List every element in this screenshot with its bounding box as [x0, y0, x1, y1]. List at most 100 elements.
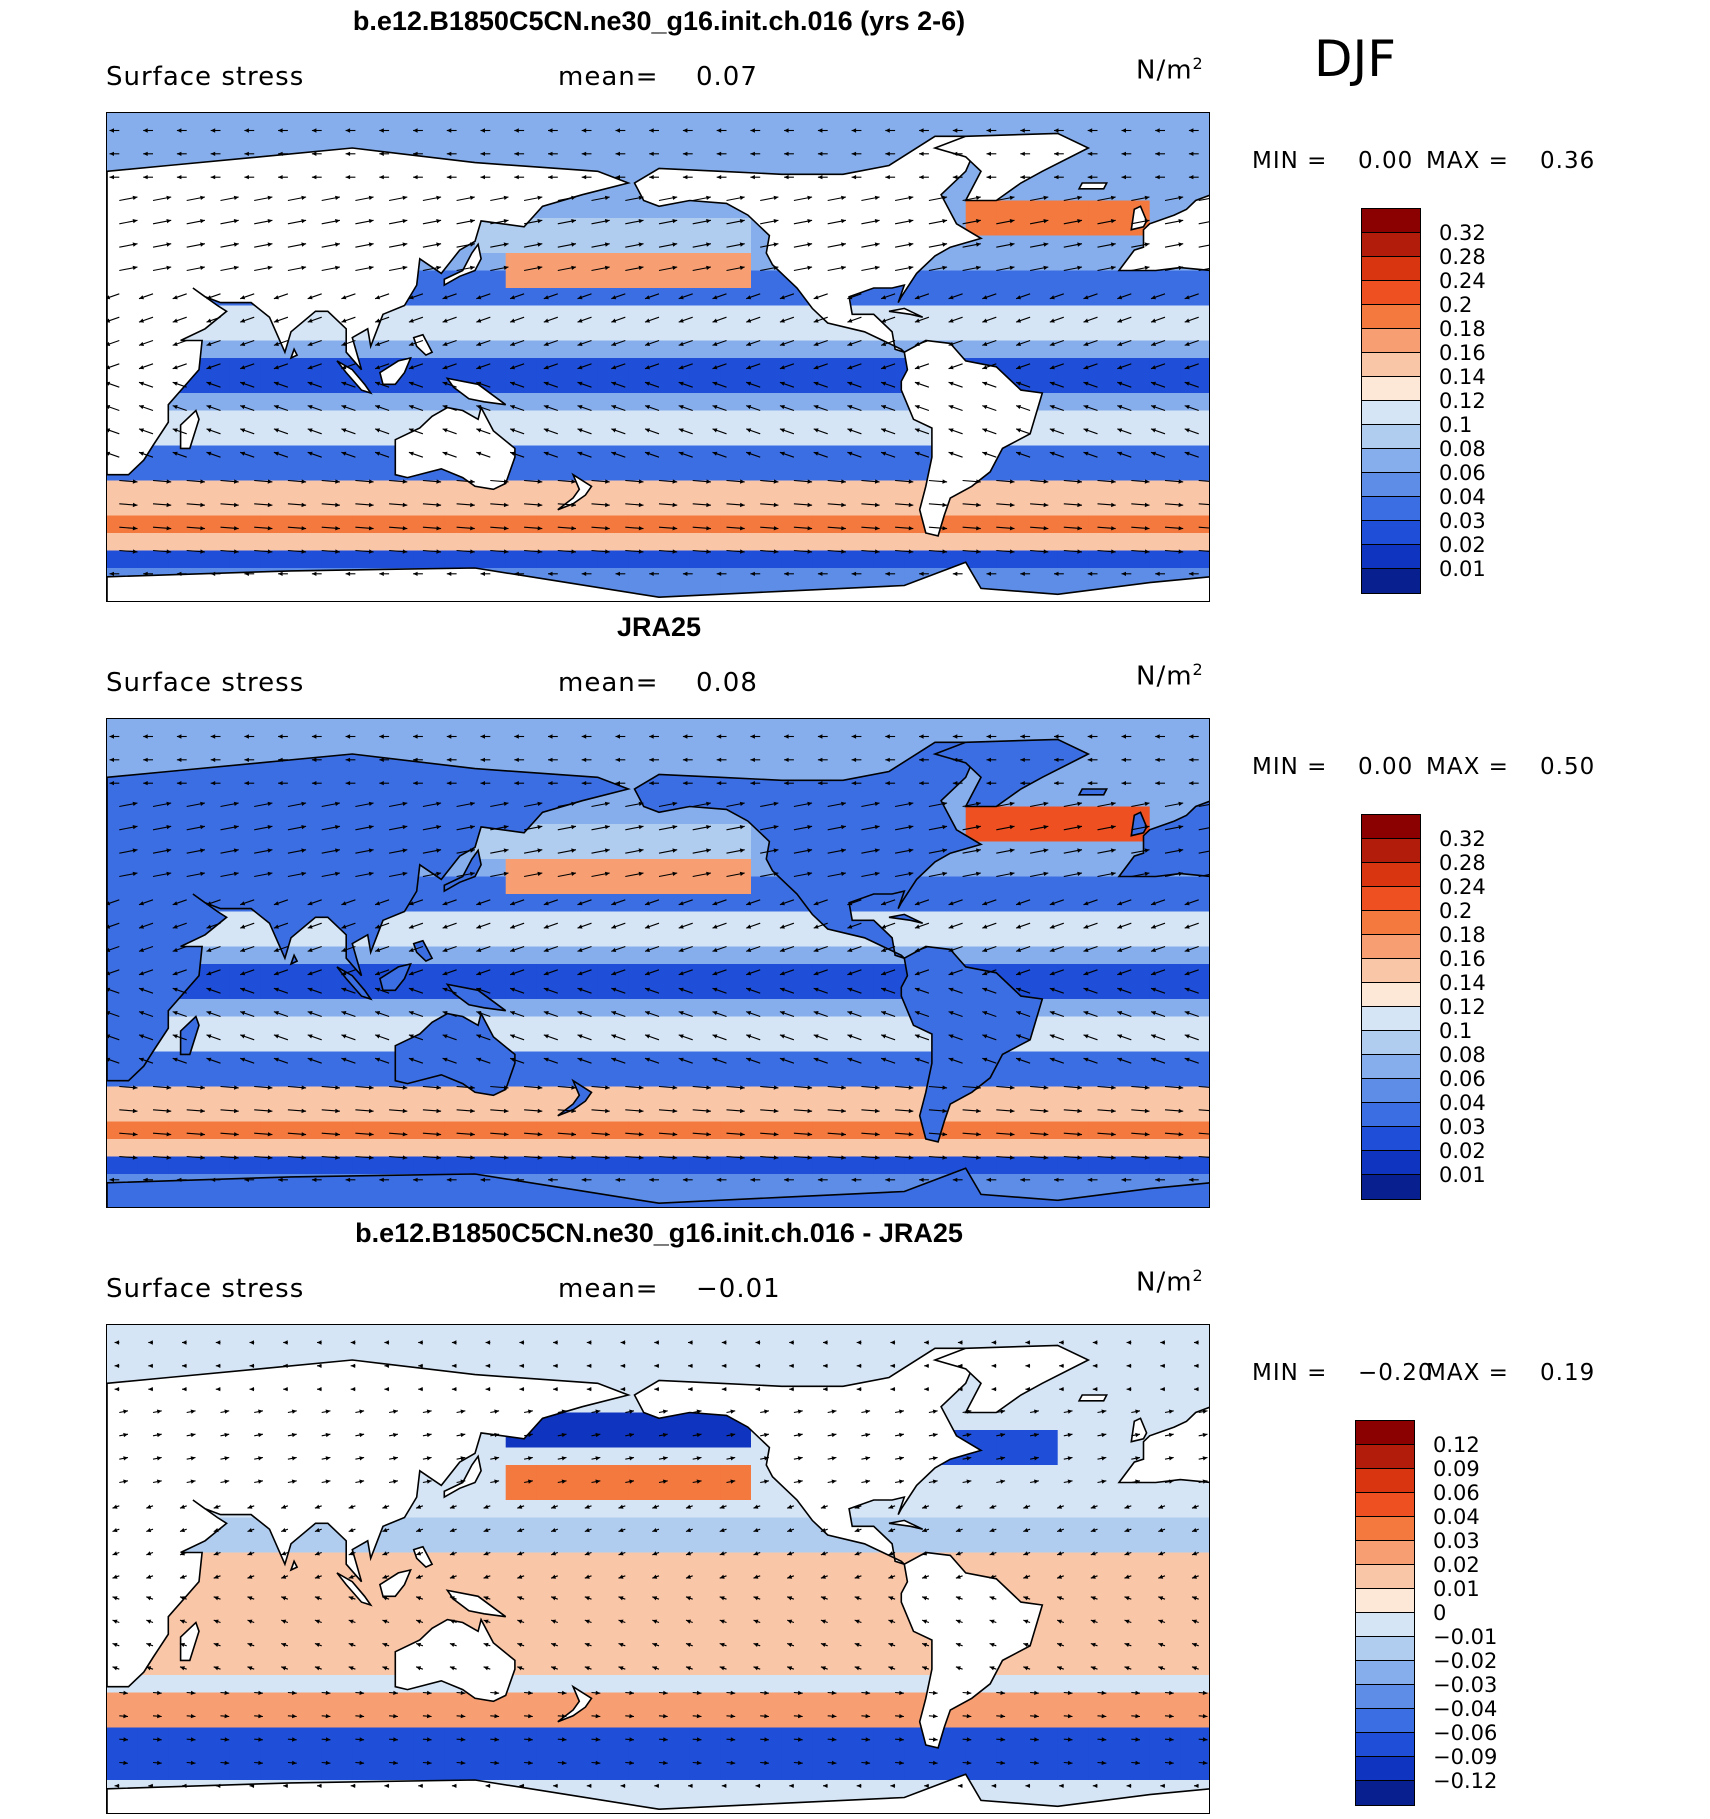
wind-stress-arrow	[449, 1551, 457, 1556]
wind-stress-arrow	[760, 549, 779, 554]
wind-stress-arrow	[374, 405, 390, 412]
field-cell	[199, 1104, 231, 1123]
wind-stress-arrow	[880, 363, 896, 370]
wind-stress-arrow	[311, 734, 322, 739]
field-cell	[996, 498, 1028, 517]
field-cell	[628, 358, 660, 377]
field-cell	[321, 1121, 353, 1140]
wind-stress-arrow	[1126, 1340, 1132, 1345]
field-cell	[628, 1692, 660, 1711]
field-cell	[628, 1640, 660, 1659]
wind-stress-arrow	[172, 1011, 187, 1018]
wind-stress-arrow	[107, 405, 120, 412]
field-cell	[628, 1745, 660, 1764]
wind-stress-arrow	[652, 1504, 660, 1509]
field-cell	[567, 1517, 599, 1536]
field-cell	[965, 1412, 997, 1431]
field-cell	[199, 1034, 231, 1053]
field-cell	[383, 946, 415, 965]
wind-stress-arrow	[240, 428, 255, 435]
field-cell	[812, 946, 844, 965]
field-cell	[689, 894, 721, 913]
field-cell	[1088, 1622, 1120, 1641]
wind-stress-arrow	[379, 175, 390, 180]
wind-stress-arrow	[615, 757, 626, 762]
wind-stress-arrow	[408, 945, 424, 952]
wind-stress-arrow	[543, 293, 558, 300]
field-cell	[1057, 445, 1089, 464]
field-cell	[904, 1325, 936, 1344]
wind-stress-arrow	[895, 479, 914, 484]
wind-stress-arrow	[1083, 451, 1098, 458]
field-cell	[628, 568, 660, 587]
field-cell	[628, 305, 660, 324]
field-cell	[413, 305, 445, 324]
wind-stress-arrow	[182, 1363, 187, 1368]
field-cell	[352, 1762, 384, 1781]
wind-stress-arrow	[989, 1642, 997, 1647]
wind-stress-arrow	[658, 801, 678, 808]
field-cell	[1119, 1395, 1151, 1414]
wind-stress-arrow	[1049, 405, 1064, 412]
wind-stress-arrow	[374, 1057, 390, 1064]
field-cell	[873, 1692, 905, 1711]
field-cell	[567, 719, 599, 738]
wind-stress-arrow	[408, 316, 424, 323]
wind-stress-arrow	[1131, 1108, 1150, 1114]
field-cell	[505, 736, 537, 755]
wind-stress-arrow	[1056, 1619, 1064, 1624]
field-cell	[1180, 789, 1209, 808]
field-cell	[873, 428, 905, 447]
wind-stress-arrow	[625, 219, 644, 225]
wind-stress-arrow	[1083, 987, 1098, 994]
wind-stress-arrow	[685, 1642, 693, 1647]
wind-stress-arrow	[220, 848, 239, 854]
field-cell	[843, 428, 875, 447]
field-cell	[873, 1139, 905, 1158]
wind-stress-arrow	[644, 381, 660, 388]
wind-stress-arrow	[509, 428, 525, 435]
field-cell	[536, 358, 568, 377]
field-cell	[812, 1086, 844, 1105]
wind-stress-arrow	[388, 219, 408, 225]
field-cell	[659, 981, 691, 1000]
wind-stress-arrow	[692, 242, 712, 248]
wind-stress-arrow	[1063, 1409, 1073, 1414]
wind-stress-arrow	[894, 801, 914, 808]
wind-stress-arrow	[962, 1479, 972, 1484]
field-cell	[536, 1675, 568, 1694]
field-cell	[1180, 445, 1209, 464]
field-cell	[659, 1482, 691, 1501]
field-cell	[444, 130, 476, 149]
wind-stress-arrow	[422, 801, 442, 808]
field-cell	[1180, 1395, 1209, 1414]
field-cell	[1119, 515, 1151, 534]
field-cell	[1149, 1069, 1181, 1088]
field-cell	[873, 1552, 905, 1571]
wind-stress-arrow	[991, 1363, 997, 1368]
wind-stress-arrow	[1097, 825, 1116, 831]
wind-stress-arrow	[557, 265, 577, 272]
wind-stress-arrow	[793, 195, 813, 202]
field-cell	[812, 1587, 844, 1606]
field-cell	[781, 375, 813, 394]
wind-stress-arrow	[1049, 363, 1064, 370]
wind-stress-arrow	[152, 848, 172, 854]
field-cell	[781, 1535, 813, 1554]
field-cell	[689, 148, 721, 167]
field-cell	[321, 1587, 353, 1606]
field-cell	[291, 929, 323, 948]
wind-stress-arrow	[750, 151, 761, 156]
field-cell	[1027, 218, 1059, 237]
field-cell	[751, 1675, 783, 1694]
field-cell	[1088, 841, 1120, 860]
field-cell	[996, 1465, 1028, 1484]
coastline	[557, 1684, 593, 1723]
field-cell	[597, 1640, 629, 1659]
wind-stress-arrow	[287, 1155, 307, 1160]
field-cell	[1027, 498, 1059, 517]
field-cell	[659, 1587, 691, 1606]
field-cell	[137, 130, 169, 149]
wind-stress-arrow	[618, 1504, 626, 1509]
wind-stress-arrow	[355, 1085, 374, 1090]
